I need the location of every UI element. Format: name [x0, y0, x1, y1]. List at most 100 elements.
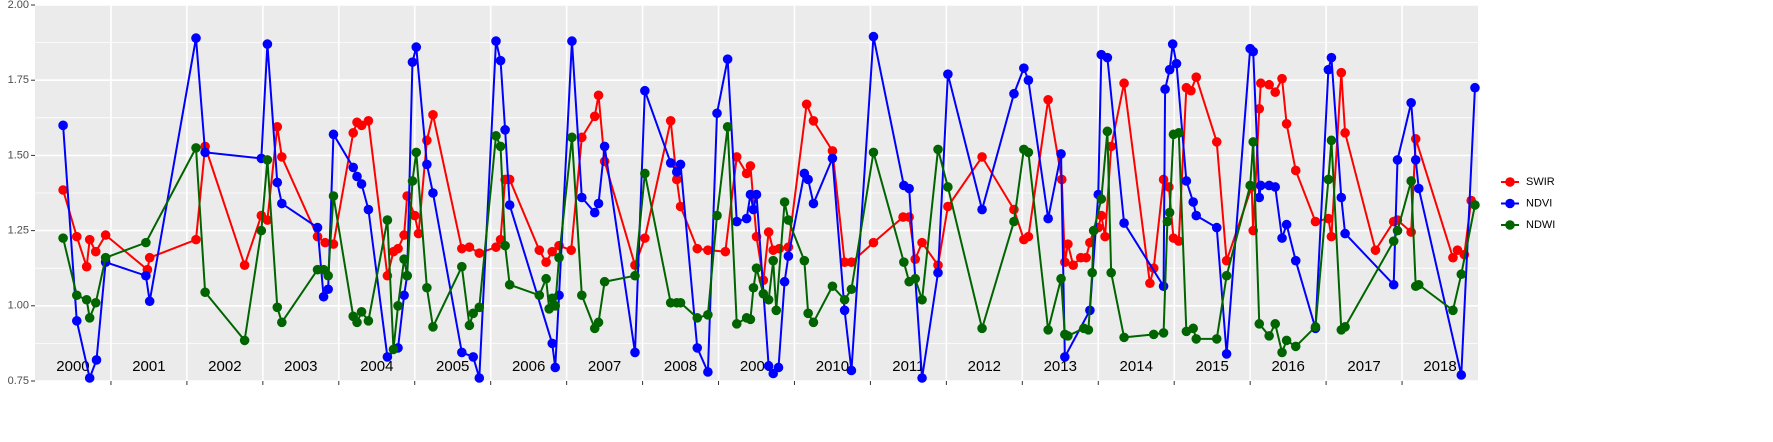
point — [363, 116, 374, 126]
point — [933, 144, 943, 155]
point — [1326, 231, 1337, 242]
point — [692, 243, 703, 254]
point — [262, 215, 273, 225]
point — [589, 111, 600, 122]
point — [1056, 273, 1066, 284]
point — [1158, 281, 1169, 292]
point — [428, 188, 438, 198]
point — [1191, 334, 1202, 344]
point — [1023, 75, 1034, 85]
point — [393, 301, 403, 311]
point — [348, 162, 359, 173]
point — [1088, 225, 1099, 236]
point — [904, 212, 914, 222]
series-line — [62, 72, 1473, 284]
point — [141, 237, 151, 248]
point — [846, 365, 857, 376]
point — [917, 373, 927, 383]
year-label: 2010 — [816, 358, 849, 375]
point — [547, 246, 558, 257]
point — [803, 174, 813, 185]
point — [801, 99, 812, 110]
year-label: 2009 — [740, 358, 773, 375]
point — [1248, 137, 1258, 147]
point — [58, 185, 68, 195]
point — [541, 257, 551, 267]
point — [363, 316, 374, 326]
point — [943, 69, 953, 79]
point — [1326, 135, 1337, 146]
y-tick-label: 0.75 — [8, 375, 29, 387]
year-label: 2015 — [1195, 358, 1228, 375]
point — [399, 230, 409, 240]
point — [58, 233, 68, 243]
point — [352, 171, 362, 182]
year-label: 2018 — [1423, 358, 1456, 375]
point — [277, 152, 287, 162]
y-tick-label: 1.50 — [8, 149, 29, 161]
point — [1164, 64, 1175, 75]
point — [675, 297, 686, 308]
point — [84, 234, 95, 245]
point — [1145, 278, 1155, 289]
point — [722, 54, 733, 64]
point — [272, 177, 283, 188]
y-tick-label: 1.00 — [8, 300, 29, 312]
point — [977, 323, 987, 334]
point — [1181, 176, 1192, 186]
point — [352, 317, 362, 328]
point — [803, 308, 813, 319]
point — [495, 141, 506, 152]
point — [457, 347, 467, 358]
year-label: 2006 — [512, 358, 545, 375]
point — [407, 176, 418, 186]
point — [751, 263, 762, 274]
point — [567, 132, 577, 143]
point — [428, 109, 438, 120]
point — [91, 355, 102, 365]
point — [413, 228, 424, 239]
point — [58, 120, 68, 131]
y-tick-label: 1.75 — [8, 74, 29, 86]
point — [1264, 331, 1274, 341]
point — [495, 55, 506, 66]
point — [1191, 72, 1202, 82]
point — [703, 367, 713, 377]
point — [504, 279, 515, 290]
point — [411, 147, 422, 158]
year-label: 2017 — [1347, 358, 1380, 375]
point — [665, 158, 676, 168]
point — [90, 246, 101, 257]
point — [917, 237, 927, 248]
point — [1160, 84, 1170, 95]
point — [1167, 39, 1178, 49]
point — [468, 352, 479, 362]
point — [1245, 180, 1255, 191]
point — [457, 243, 467, 254]
point — [671, 167, 682, 177]
point — [899, 257, 909, 267]
point — [763, 361, 774, 371]
point — [1406, 176, 1416, 186]
point — [1023, 147, 1034, 158]
point — [474, 248, 485, 258]
point — [1388, 279, 1399, 290]
point — [1452, 245, 1463, 255]
point — [1270, 182, 1281, 192]
point — [1211, 137, 1222, 147]
point — [640, 85, 650, 96]
point — [1392, 155, 1403, 165]
point — [1248, 46, 1258, 57]
point — [312, 222, 323, 233]
point — [675, 159, 686, 170]
point — [846, 257, 857, 267]
point — [977, 204, 987, 215]
point — [328, 191, 339, 201]
point — [1277, 233, 1287, 243]
point — [1264, 79, 1274, 90]
point — [943, 182, 953, 192]
point — [323, 284, 333, 295]
point — [808, 116, 819, 126]
